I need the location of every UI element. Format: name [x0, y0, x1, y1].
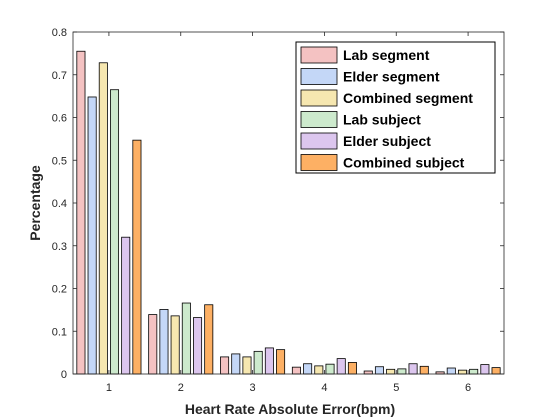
bar-lab-segment-5 [363, 370, 373, 375]
y-tick-label: 0.4 [52, 198, 67, 210]
axes-group: 0 0.1 0.2 0.3 0.4 0.5 0.6 0.7 0.8 1 2 3 4 5 6 [52, 27, 505, 394]
bar-lab-subject-2 [181, 302, 191, 375]
bar-elder-subject-6 [480, 364, 490, 375]
bar-lab-segment-2 [148, 314, 158, 375]
y-tick-label: 0.2 [52, 284, 67, 296]
bar-combined-subject-2 [204, 304, 214, 375]
bar-elder-subject-4 [336, 358, 346, 375]
bar-combined-subject-3 [276, 349, 286, 375]
bar-lab-subject-4 [325, 363, 335, 375]
legend-label: Combined segment [343, 90, 473, 106]
bar-lab-subject-5 [397, 368, 407, 375]
legend-box [295, 41, 496, 174]
legend-label: Lab segment [343, 47, 430, 63]
bar-combined-segment-1 [98, 62, 108, 375]
bar-combined-subject-6 [491, 367, 501, 375]
legend: Lab segment Elder segment Combined segment… [295, 41, 496, 174]
x-tick-label: 4 [321, 382, 327, 394]
y-tick-label: 0.7 [52, 70, 67, 82]
bar-elder-segment-5 [374, 366, 384, 375]
y-tick-label: 0.1 [52, 326, 67, 338]
bar-combined-segment-3 [242, 356, 252, 375]
bar-lab-subject-6 [469, 368, 479, 375]
y-tick-label: 0.3 [52, 241, 67, 253]
bar-elder-subject-5 [408, 363, 418, 375]
legend-swatch [300, 68, 338, 85]
bar-lab-segment-1 [76, 50, 86, 375]
y-tick-label: 0.6 [52, 113, 67, 125]
x-axis-title: Heart Rate Absolute Error(bpm) [185, 401, 395, 417]
bar-lab-segment-3 [220, 356, 230, 375]
bar-combined-subject-1 [132, 139, 142, 375]
legend-swatch [300, 89, 338, 107]
bar-combined-segment-2 [170, 315, 180, 375]
legend-label: Lab subject [343, 112, 421, 128]
legend-label: Elder segment [343, 69, 440, 85]
bar-elder-segment-3 [231, 353, 241, 375]
bar-elder-segment-2 [159, 309, 169, 375]
bar-lab-segment-4 [291, 366, 301, 375]
bar-elder-segment-4 [303, 363, 313, 375]
x-tick-label: 2 [178, 382, 184, 394]
y-tick-label: 0 [61, 369, 67, 381]
x-tick-label: 3 [250, 382, 256, 394]
legend-swatch [300, 132, 338, 150]
legend-label: Elder subject [343, 133, 431, 149]
x-tick-label: 6 [465, 382, 471, 394]
legend-swatch [300, 154, 338, 171]
bar-lab-subject-1 [110, 89, 120, 375]
y-tick-label: 0.8 [52, 27, 67, 39]
y-tick-label: 0.5 [52, 155, 67, 167]
x-tick-label: 1 [106, 382, 112, 394]
legend-swatch [300, 111, 338, 128]
bar-combined-subject-5 [419, 365, 429, 375]
y-axis-title: Percentage [27, 165, 43, 241]
bar-elder-segment-1 [87, 96, 97, 375]
legend-label: Combined subject [343, 155, 465, 171]
x-tick-label: 5 [393, 382, 399, 394]
bar-combined-segment-4 [314, 365, 324, 375]
bar-combined-segment-5 [386, 368, 396, 375]
bar-elder-subject-2 [193, 317, 203, 375]
bar-lab-subject-3 [253, 350, 263, 375]
bar-elder-subject-1 [121, 236, 131, 375]
bar-elder-segment-6 [446, 367, 456, 375]
bar-elder-subject-3 [264, 347, 274, 375]
legend-swatch [300, 46, 338, 64]
bars-group [76, 50, 501, 375]
bar-combined-subject-4 [347, 362, 357, 375]
bar-combined-segment-6 [457, 369, 467, 375]
